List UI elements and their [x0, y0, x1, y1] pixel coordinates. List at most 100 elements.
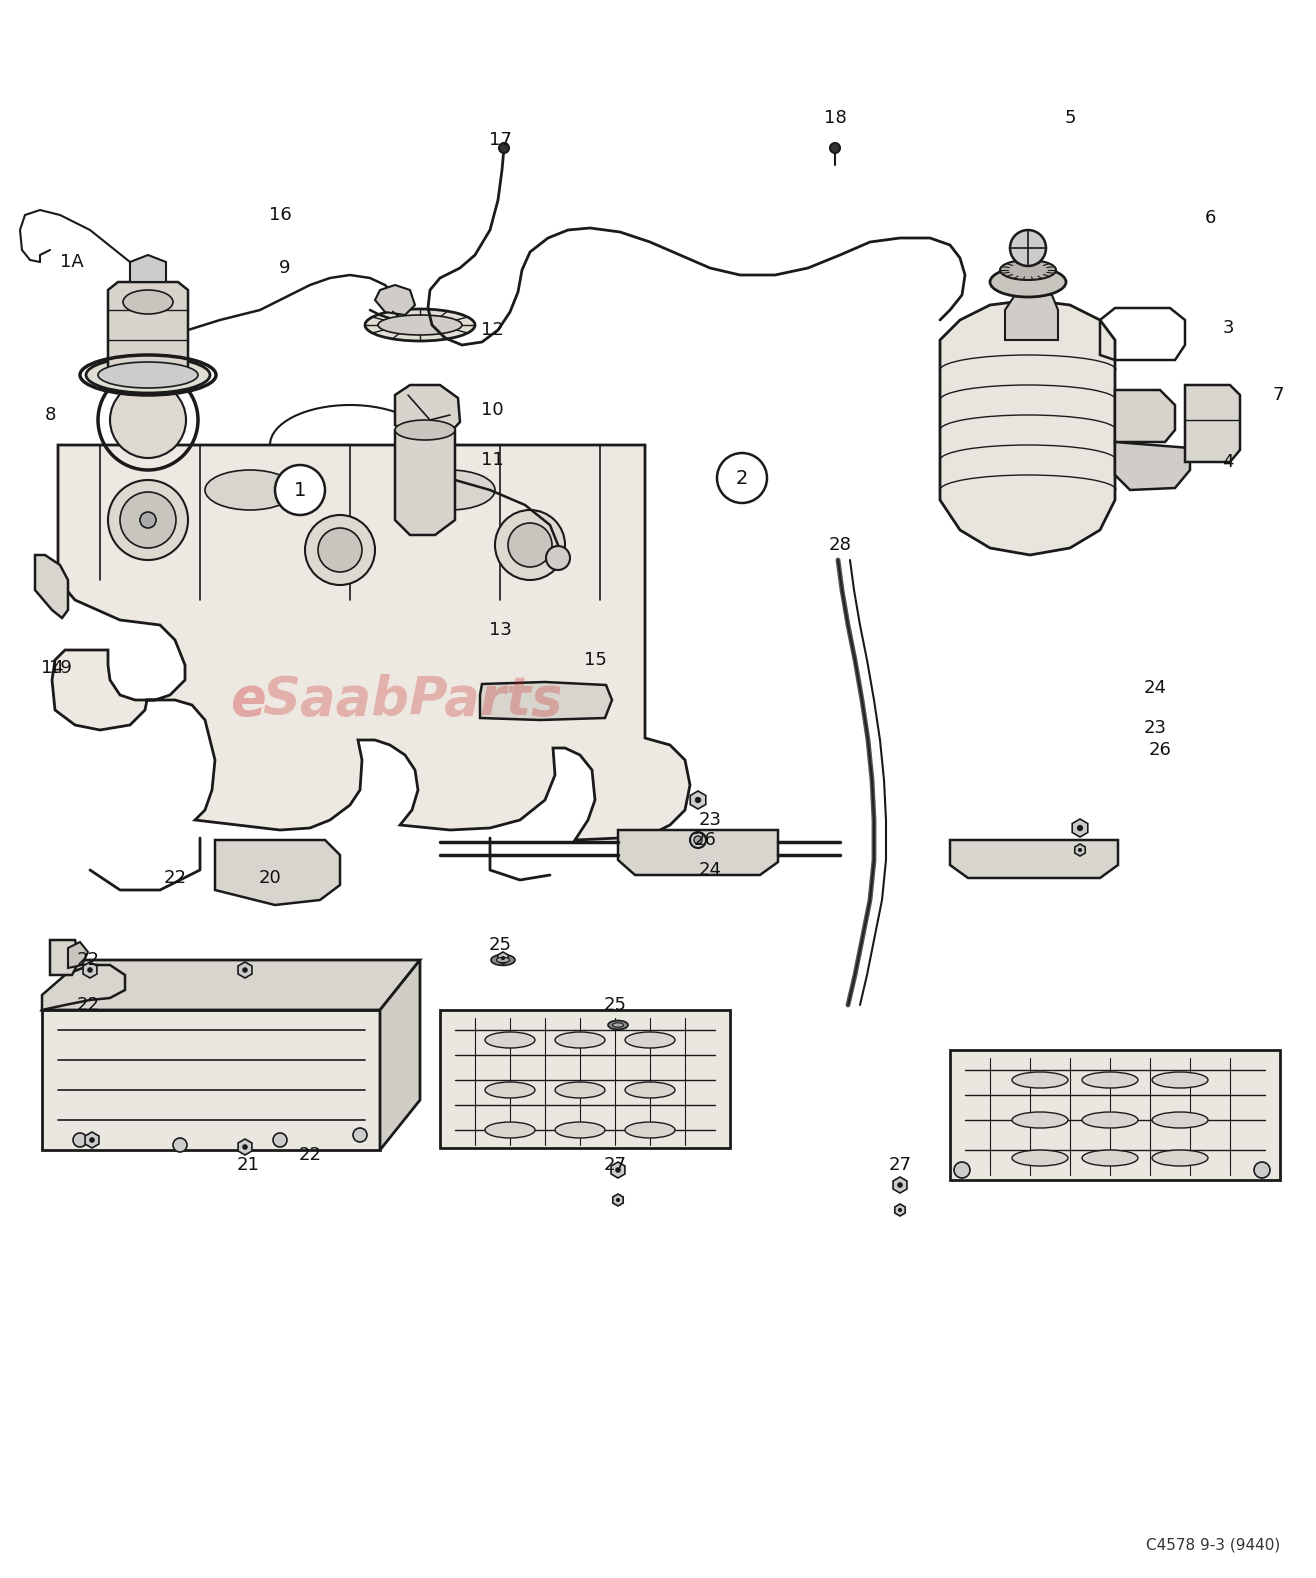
Ellipse shape	[1082, 1071, 1138, 1087]
Text: 6: 6	[1204, 208, 1216, 227]
Polygon shape	[238, 1139, 251, 1155]
Polygon shape	[611, 1161, 625, 1179]
Polygon shape	[613, 1195, 624, 1206]
Ellipse shape	[86, 357, 211, 393]
Polygon shape	[480, 682, 612, 720]
Text: 17: 17	[488, 131, 512, 148]
Text: 3: 3	[1223, 319, 1234, 338]
Text: 11: 11	[480, 451, 504, 469]
Polygon shape	[497, 952, 508, 964]
Polygon shape	[950, 839, 1119, 877]
Text: 12: 12	[480, 320, 504, 339]
Ellipse shape	[990, 267, 1066, 297]
Polygon shape	[42, 966, 125, 1010]
Polygon shape	[895, 1204, 905, 1217]
Text: 24: 24	[699, 862, 721, 879]
Polygon shape	[108, 282, 188, 376]
Ellipse shape	[612, 1023, 624, 1027]
Polygon shape	[395, 385, 461, 440]
Text: 2: 2	[736, 469, 749, 488]
Text: 26: 26	[694, 832, 716, 849]
Ellipse shape	[608, 1021, 628, 1029]
Circle shape	[898, 1182, 903, 1188]
Polygon shape	[83, 963, 97, 978]
Ellipse shape	[1082, 1112, 1138, 1128]
Ellipse shape	[405, 470, 495, 510]
Circle shape	[954, 1161, 970, 1179]
Ellipse shape	[555, 1122, 605, 1138]
Polygon shape	[940, 300, 1115, 555]
Polygon shape	[1073, 819, 1088, 836]
Circle shape	[501, 956, 505, 959]
Polygon shape	[1115, 390, 1175, 442]
Text: e: e	[230, 674, 266, 726]
Circle shape	[694, 836, 701, 844]
Ellipse shape	[365, 309, 475, 341]
Circle shape	[172, 1138, 187, 1152]
Text: 23: 23	[1144, 720, 1166, 737]
Polygon shape	[1075, 844, 1086, 855]
Polygon shape	[42, 1010, 380, 1150]
Circle shape	[898, 1207, 901, 1212]
Polygon shape	[894, 1177, 907, 1193]
Text: 10: 10	[480, 401, 503, 420]
Text: 9: 9	[279, 259, 291, 278]
Text: 22: 22	[76, 996, 100, 1015]
Text: C4578 9-3 (9440): C4578 9-3 (9440)	[1146, 1537, 1280, 1553]
Circle shape	[353, 1128, 367, 1142]
Ellipse shape	[1152, 1112, 1208, 1128]
Text: 26: 26	[1149, 742, 1171, 759]
Ellipse shape	[491, 955, 515, 966]
Polygon shape	[1005, 292, 1058, 339]
Polygon shape	[68, 942, 88, 967]
Polygon shape	[238, 963, 251, 978]
Polygon shape	[50, 940, 80, 975]
Polygon shape	[53, 445, 690, 839]
Ellipse shape	[205, 470, 295, 510]
Ellipse shape	[1012, 1112, 1069, 1128]
Polygon shape	[375, 286, 415, 316]
Text: 27: 27	[888, 1157, 912, 1174]
Polygon shape	[619, 830, 778, 874]
Text: 24: 24	[1144, 679, 1166, 697]
Ellipse shape	[1082, 1150, 1138, 1166]
Circle shape	[546, 546, 570, 570]
Ellipse shape	[625, 1083, 675, 1098]
Circle shape	[830, 144, 840, 153]
Polygon shape	[1115, 442, 1190, 491]
Polygon shape	[380, 959, 420, 1150]
Text: 22: 22	[299, 1146, 321, 1165]
Ellipse shape	[625, 1032, 675, 1048]
Circle shape	[717, 453, 767, 503]
Text: 22: 22	[163, 869, 187, 887]
Text: SaabParts: SaabParts	[262, 674, 562, 726]
Ellipse shape	[625, 1122, 675, 1138]
Circle shape	[242, 1144, 247, 1150]
Text: 8: 8	[45, 406, 55, 424]
Polygon shape	[36, 555, 68, 619]
Circle shape	[111, 382, 186, 458]
Ellipse shape	[486, 1032, 536, 1048]
Ellipse shape	[486, 1083, 536, 1098]
Text: 5: 5	[1065, 109, 1075, 126]
Circle shape	[72, 1133, 87, 1147]
Text: 20: 20	[259, 869, 282, 887]
Circle shape	[275, 466, 325, 514]
Circle shape	[615, 1168, 621, 1172]
Ellipse shape	[555, 1083, 605, 1098]
Ellipse shape	[486, 1122, 536, 1138]
Ellipse shape	[1152, 1150, 1208, 1166]
Text: 14: 14	[41, 660, 63, 677]
Text: 27: 27	[604, 1157, 626, 1174]
Text: 13: 13	[488, 622, 512, 639]
Polygon shape	[215, 839, 340, 906]
Text: 1: 1	[293, 480, 307, 500]
Text: 15: 15	[583, 652, 607, 669]
Polygon shape	[130, 256, 166, 282]
Text: 4: 4	[1223, 453, 1234, 470]
Circle shape	[1078, 847, 1082, 852]
Text: 22: 22	[76, 952, 100, 969]
Polygon shape	[86, 1131, 99, 1149]
Polygon shape	[440, 1010, 730, 1149]
Text: 25: 25	[604, 996, 626, 1015]
